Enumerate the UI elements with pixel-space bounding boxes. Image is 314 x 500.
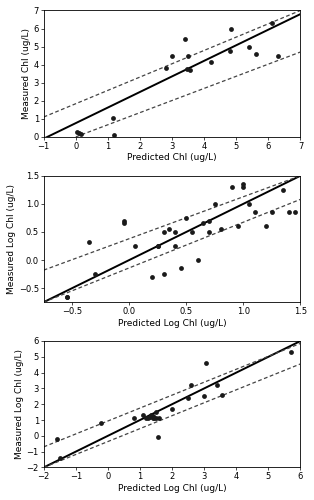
Point	[219, 390, 225, 398]
Point	[203, 359, 208, 367]
Point	[246, 42, 252, 50]
Point	[184, 214, 189, 222]
Point	[230, 183, 235, 191]
Point	[78, 130, 83, 138]
Point	[241, 183, 246, 191]
Point	[149, 412, 154, 420]
Y-axis label: Measured Chl (ug/L): Measured Chl (ug/L)	[22, 28, 31, 119]
Point	[163, 64, 168, 72]
Point	[87, 238, 92, 246]
Point	[154, 414, 159, 422]
Y-axis label: Measured Log Chl (ug/L): Measured Log Chl (ug/L)	[15, 349, 24, 459]
Point	[241, 180, 246, 188]
Point	[110, 114, 115, 122]
Point	[287, 208, 292, 216]
Point	[93, 270, 98, 278]
Point	[121, 216, 126, 224]
Point	[149, 273, 154, 281]
Point	[178, 264, 183, 272]
Point	[227, 47, 232, 55]
Point	[147, 413, 152, 421]
X-axis label: Predicted Log Chl (ug/L): Predicted Log Chl (ug/L)	[118, 319, 226, 328]
Point	[112, 131, 117, 139]
X-axis label: Predicted Chl (ug/L): Predicted Chl (ug/L)	[127, 154, 217, 162]
Point	[235, 222, 240, 230]
Point	[144, 414, 149, 422]
Point	[150, 412, 155, 420]
Point	[288, 348, 293, 356]
Point	[253, 50, 258, 58]
Point	[64, 292, 69, 300]
Point	[189, 381, 194, 389]
Point	[212, 200, 217, 208]
Point	[207, 228, 212, 236]
Point	[202, 392, 207, 400]
Point	[145, 414, 150, 422]
Point	[218, 225, 223, 233]
Point	[172, 242, 177, 250]
Point	[149, 412, 154, 420]
Point	[154, 408, 159, 416]
Point	[161, 270, 166, 278]
Point	[152, 414, 157, 422]
Point	[292, 208, 297, 216]
Point	[170, 405, 175, 413]
Point	[64, 292, 69, 300]
Point	[195, 256, 200, 264]
Point	[229, 24, 234, 32]
Point	[246, 200, 252, 208]
Point	[99, 419, 104, 427]
Point	[269, 208, 274, 216]
Point	[161, 228, 166, 236]
Point	[150, 414, 155, 422]
Point	[281, 186, 286, 194]
Point	[190, 228, 195, 236]
Point	[201, 220, 206, 228]
Point	[275, 52, 280, 60]
Point	[167, 225, 172, 233]
Point	[187, 66, 192, 74]
Point	[207, 216, 212, 224]
Point	[208, 58, 213, 66]
Point	[172, 228, 177, 236]
Point	[57, 454, 62, 462]
Point	[133, 242, 138, 250]
Point	[186, 52, 191, 60]
Point	[155, 434, 160, 442]
Point	[77, 129, 82, 137]
Point	[269, 19, 274, 27]
Point	[264, 222, 269, 230]
Point	[141, 412, 146, 420]
Point	[54, 435, 59, 443]
X-axis label: Predicted Log Chl (ug/L): Predicted Log Chl (ug/L)	[118, 484, 226, 493]
Point	[131, 414, 136, 422]
Point	[182, 36, 187, 44]
Point	[214, 381, 219, 389]
Point	[121, 220, 126, 228]
Point	[155, 242, 160, 250]
Point	[186, 394, 191, 402]
Point	[170, 52, 175, 60]
Point	[184, 65, 189, 73]
Point	[75, 128, 80, 136]
Y-axis label: Measured Log Chl (ug/L): Measured Log Chl (ug/L)	[7, 184, 16, 294]
Point	[252, 208, 257, 216]
Point	[155, 242, 160, 250]
Point	[157, 414, 162, 422]
